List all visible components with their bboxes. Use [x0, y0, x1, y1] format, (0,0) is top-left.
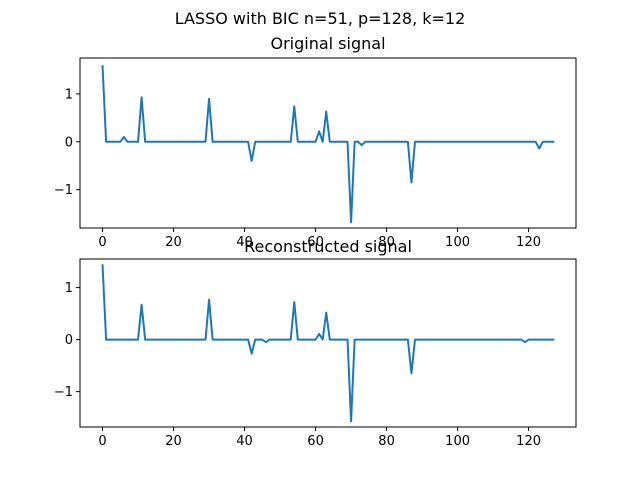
x-tick-label: 0 — [98, 235, 106, 250]
y-tick-label: −1 — [54, 385, 73, 400]
y-tick-label: 0 — [65, 333, 73, 348]
y-tick-label: 1 — [65, 87, 73, 102]
y-tick-label: 0 — [65, 135, 73, 150]
x-tick-label: 80 — [378, 235, 395, 250]
x-tick-label: 60 — [307, 434, 324, 449]
y-tick-label: −1 — [54, 183, 73, 198]
axes-original-signal: Original signal 0 20 40 60 80 100 120 1 0 −1 — [54, 34, 577, 250]
x-tick-label: 40 — [236, 434, 253, 449]
axes-frame — [79, 57, 577, 229]
x-tick-label: 80 — [378, 434, 395, 449]
x-tick-label: 0 — [98, 434, 106, 449]
series-line-0 — [101, 65, 555, 224]
axes-title: Reconstructed signal — [244, 237, 412, 256]
x-tick-label: 120 — [516, 235, 541, 250]
x-tick-label: 100 — [445, 434, 470, 449]
x-tick-label: 40 — [236, 235, 253, 250]
axes-title: Original signal — [270, 34, 385, 53]
axes-reconstructed-signal: Reconstructed signal 0 20 40 60 80 100 120 1 0 −1 — [54, 237, 577, 449]
x-tick-label: 120 — [516, 434, 541, 449]
x-tick-label: 20 — [165, 235, 182, 250]
y-tick-label: 1 — [65, 281, 73, 296]
axes-frame — [79, 258, 577, 428]
series-line-0 — [101, 264, 555, 423]
x-tick-label: 20 — [165, 434, 182, 449]
figure-suptitle: LASSO with BIC n=51, p=128, k=12 — [175, 9, 466, 28]
x-tick-label: 100 — [445, 235, 470, 250]
x-tick-label: 60 — [307, 235, 324, 250]
